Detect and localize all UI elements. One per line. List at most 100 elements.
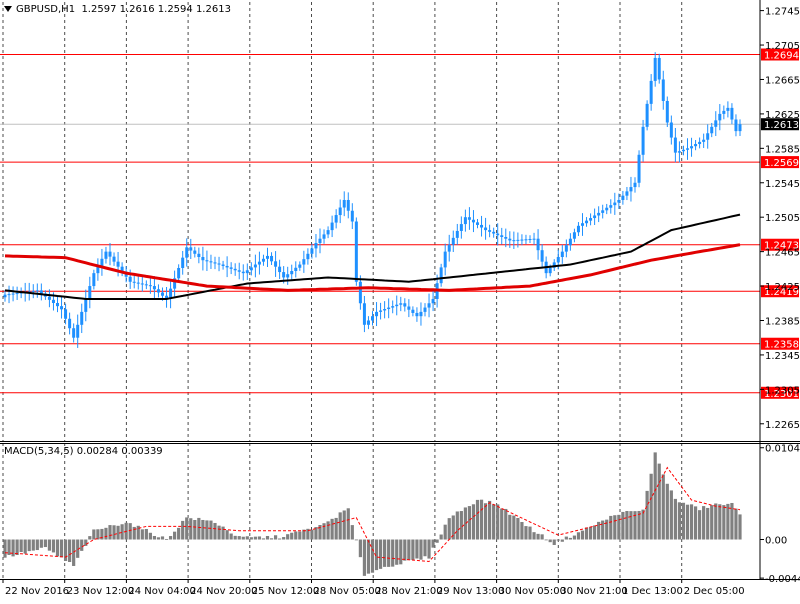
macd-bar (714, 503, 718, 540)
macd-bar (350, 525, 354, 540)
macd-bar (261, 538, 266, 540)
price-level-label[interactable]: 1.2358 (764, 340, 799, 351)
candle-body (132, 281, 136, 283)
macd-bar (419, 539, 423, 560)
candle-body (556, 257, 560, 263)
macd-bar (273, 535, 278, 540)
macd-bar (306, 528, 310, 540)
chevron-down-icon[interactable] (4, 6, 12, 12)
price-level-label[interactable]: 1.2569 (764, 158, 799, 169)
candle-body (681, 149, 685, 152)
candle-body (532, 238, 536, 240)
macd-bar (681, 502, 686, 540)
macd-bar (104, 527, 108, 540)
macd-bar (241, 536, 245, 540)
macd-bar (483, 503, 488, 540)
candle-body (330, 222, 334, 231)
macd-bar (689, 504, 694, 540)
macd-bar (342, 510, 346, 540)
price-axis-label: 1.2545 (765, 179, 800, 190)
macd-bar (718, 504, 722, 540)
price-axis-label: 1.2425 (765, 282, 800, 293)
candle-body (694, 144, 698, 147)
macd-bar (399, 539, 403, 565)
macd-bar (205, 520, 209, 540)
candle-body (189, 247, 193, 251)
horizontal-levels[interactable]: 1.2694 1.2569 1.2473 1.2419 1.2358 1.2301 1.26… (0, 48, 799, 400)
candle-body (508, 238, 512, 241)
candle-body (407, 306, 411, 310)
macd-bar (128, 523, 132, 540)
candle-body (294, 267, 298, 271)
macd-bar (423, 539, 427, 557)
macd-bar (439, 534, 443, 540)
macd-bar (92, 529, 96, 540)
price-level-tag[interactable] (761, 238, 799, 251)
candle-body (730, 107, 734, 120)
macd-bar (403, 539, 407, 561)
macd-bar (625, 510, 629, 540)
price-level-tag[interactable] (761, 156, 799, 169)
candle-body (714, 120, 718, 127)
macd-bar (59, 539, 64, 558)
candle-body (504, 236, 508, 239)
time-axis-label: 24 Nov 04:00 (128, 586, 195, 597)
macd-bar (475, 499, 480, 540)
macd-bar (597, 521, 601, 540)
macd-bar (435, 539, 439, 543)
macd-bar (290, 532, 294, 540)
candle-body (528, 239, 532, 241)
candle-body (358, 281, 362, 304)
price-level-tag[interactable] (761, 48, 799, 61)
macd-panel (3, 452, 742, 576)
macd-bar (649, 473, 653, 540)
candle-body (286, 274, 290, 278)
candle-body (197, 253, 201, 258)
price-level-label[interactable]: 1.2473 (764, 241, 799, 252)
macd-bar (3, 539, 7, 558)
price-axis-label: 1.2265 (765, 420, 800, 431)
candle-body (31, 290, 35, 292)
candle-body (447, 244, 451, 252)
candle-body (314, 243, 318, 249)
candle-body (471, 219, 475, 223)
price-level-label[interactable]: 1.2694 (764, 51, 799, 62)
macd-bar (588, 526, 593, 540)
candle-body (266, 255, 269, 259)
moving-average-fast (4, 243, 741, 292)
price-level-label[interactable]: 1.2419 (764, 287, 799, 298)
candle-body (310, 248, 314, 254)
macd-bar (330, 518, 334, 540)
macd-bar (613, 515, 617, 540)
candle-body (391, 306, 395, 308)
price-axis-label: 1.2305 (765, 385, 800, 396)
macd-bar (116, 525, 120, 540)
macd-bar (584, 527, 589, 540)
candle-body (120, 266, 124, 272)
macd-bar (532, 532, 536, 540)
candle-body (718, 113, 722, 121)
macd-bar (653, 452, 657, 540)
macd-bar (528, 526, 532, 540)
price-level-label[interactable]: 1.2301 (764, 389, 799, 400)
macd-bar (120, 524, 124, 540)
macd-values: 0.00284 0.00339 (76, 446, 163, 457)
candle-body (633, 182, 637, 188)
macd-bar (43, 539, 47, 548)
candle-body (229, 267, 233, 269)
macd-bar (451, 515, 455, 540)
candle-body (653, 57, 657, 81)
macd-bar (443, 524, 447, 540)
price-level-tag[interactable] (761, 337, 799, 350)
price-level-tag[interactable] (761, 386, 799, 399)
candle-body (60, 306, 64, 310)
candle-body (257, 261, 261, 265)
macd-bar (459, 511, 463, 540)
candle-body (617, 199, 621, 203)
symbol-header[interactable]: GBPUSD,H1 1.2597 1.2616 1.2594 1.2613 (4, 4, 231, 15)
candle-body (576, 225, 580, 233)
macd-bar (544, 539, 548, 541)
price-level-tag[interactable] (761, 285, 799, 298)
